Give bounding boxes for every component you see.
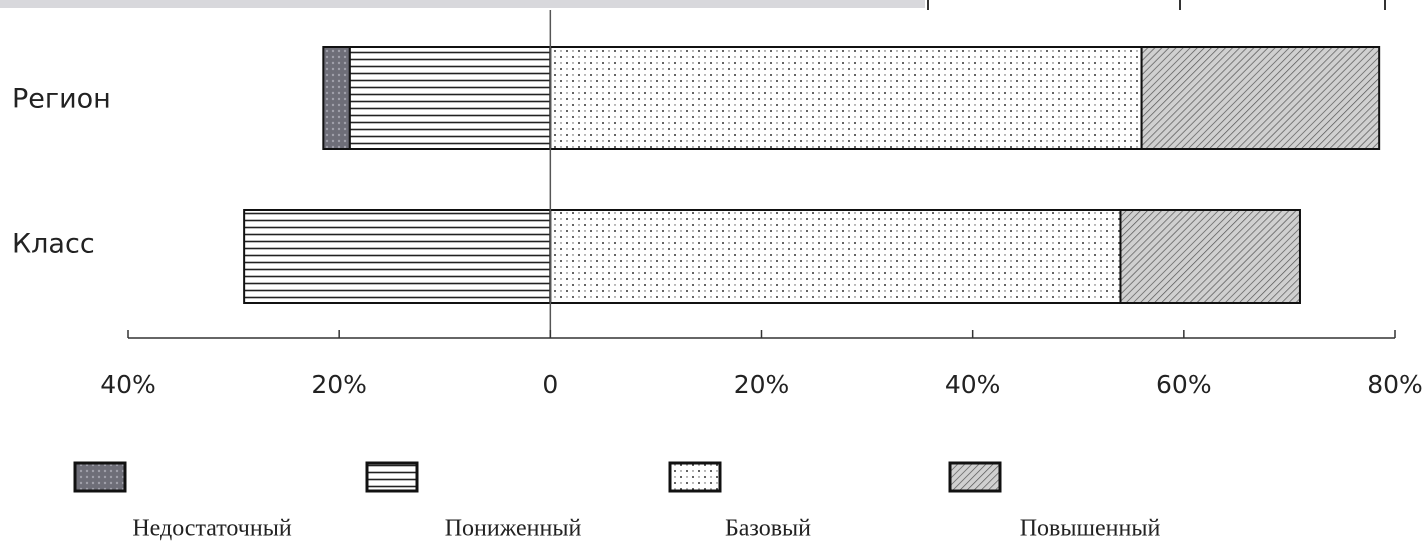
bar-segment: [348, 46, 552, 150]
category-label: Класс: [12, 229, 95, 260]
x-tick-label: 40%: [945, 370, 1001, 399]
legend-swatch: [668, 461, 722, 493]
bar-segment: [1119, 209, 1301, 304]
x-tick-label: 0: [542, 370, 558, 399]
legend-swatch: [948, 461, 1002, 493]
cropped-bar: [0, 0, 925, 8]
bar-segment: [322, 46, 351, 150]
bar-segment: [549, 46, 1143, 150]
x-tick-label: 20%: [734, 370, 790, 399]
x-tick-label: 80%: [1367, 370, 1423, 399]
legend-label: Пониженный: [445, 516, 582, 542]
bar-segment: [549, 209, 1122, 304]
legend-label: Недостаточный: [132, 516, 292, 542]
x-tick-label: 40%: [100, 370, 156, 399]
bar-segment: [243, 209, 552, 304]
x-tick-label: 20%: [311, 370, 367, 399]
x-tick-label: 60%: [1156, 370, 1212, 399]
legend-swatch: [73, 461, 127, 493]
category-label: Регион: [12, 84, 111, 115]
legend-label: Базовый: [725, 516, 811, 542]
legend-swatch: [365, 461, 419, 493]
bar-segment: [1140, 46, 1381, 150]
legend-label: Повышенный: [1020, 516, 1161, 542]
